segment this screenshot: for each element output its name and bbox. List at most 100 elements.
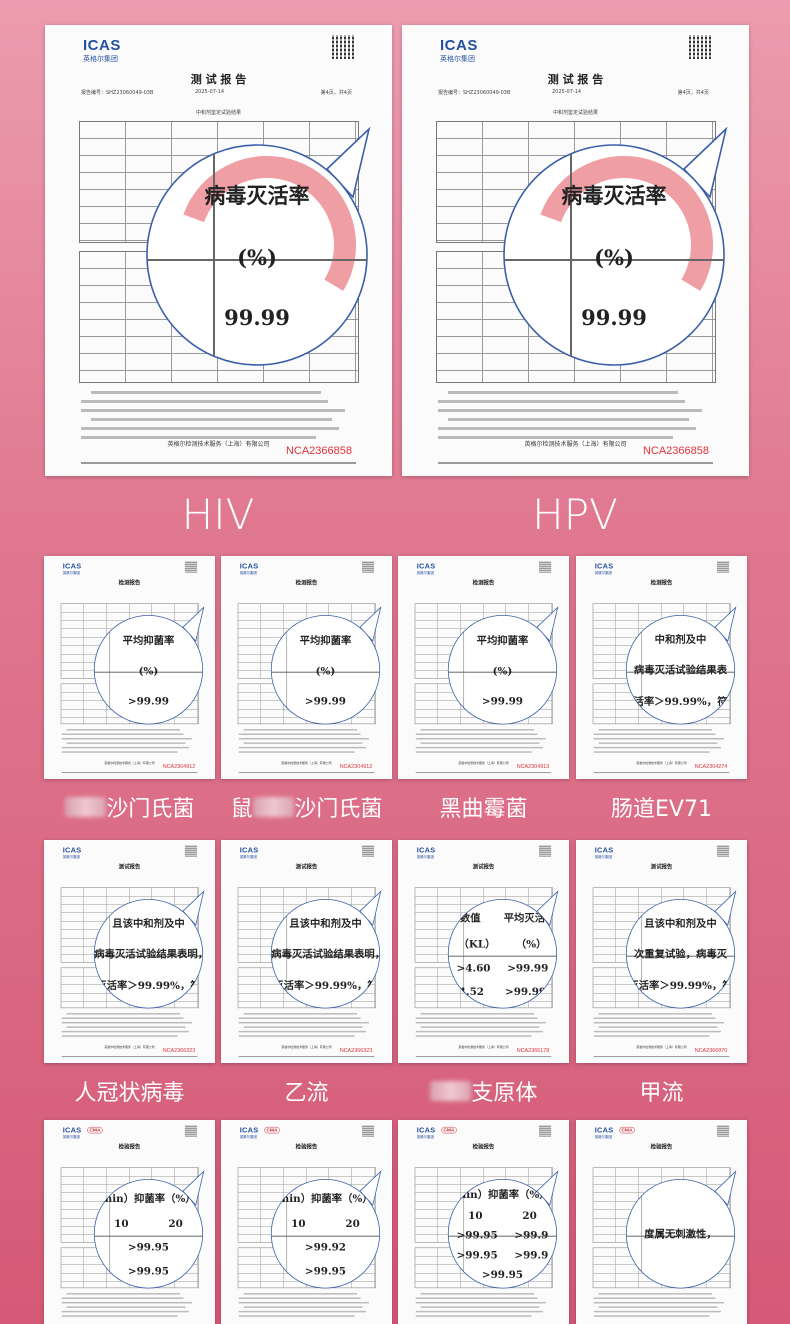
text-line — [238, 1030, 366, 1033]
zoom-row: (%) — [147, 245, 367, 270]
report-card: ICAS 英格尔集团 测试报告 英格尔检测技术服务（上海）有限公司 NCA2366178… — [398, 840, 569, 1063]
report-title: 检验报告 — [650, 1143, 673, 1151]
logo: ICAS — [594, 1125, 614, 1135]
zoom-row: 4.52 >99.99 — [448, 985, 556, 997]
zoom-row: min）抑菌率（%） — [448, 1187, 556, 1202]
magnifier-lens — [270, 898, 381, 1009]
zoom-cell: >99.92 — [304, 1240, 347, 1254]
report-page: ICAS 英格尔集团 检测报告 英格尔检测技术服务（上海）有限公司 NCA2304912… — [221, 556, 392, 779]
qr-code — [717, 844, 730, 857]
magnifier — [270, 890, 382, 1009]
magnifier — [93, 890, 205, 1009]
stamp-number: NCA2366870 — [694, 1047, 728, 1054]
zoom-row: (%) — [448, 665, 556, 677]
text-line — [415, 751, 532, 753]
zoom-grid-line — [94, 671, 203, 673]
logo-subtitle: 英格尔集团 — [594, 854, 612, 859]
magnifier-lens — [625, 1178, 736, 1289]
zoom-cell: >99.99 — [505, 984, 547, 998]
text-line — [238, 737, 369, 740]
report-label: 支原体 — [334, 1075, 634, 1107]
report-date: 2025-07-14 — [552, 89, 582, 95]
text-line — [415, 737, 546, 740]
zoom-row: 活率＞99.99%，符 — [626, 693, 734, 708]
text-line — [598, 742, 718, 744]
zoom-row: 灭活率＞99.99%，符 — [271, 977, 379, 992]
report-label: 肠道EV71 — [512, 791, 790, 823]
logo: ICAS — [594, 561, 614, 571]
text-line — [593, 751, 710, 753]
logo-subtitle: 英格尔集团 — [416, 1134, 434, 1139]
zoom-row: 中和剂及中 — [626, 631, 734, 646]
stamp-number: NCA2304912 — [339, 763, 373, 770]
text-line — [66, 1293, 181, 1295]
text-line — [61, 1035, 178, 1037]
report-title: 测试报告 — [472, 863, 495, 871]
zoom-row: >99.99 — [271, 694, 379, 706]
text-line — [593, 733, 716, 735]
report-page: ICAS 英格尔集团 CMA 检验报告 min）抑菌率（%） 10 20 >99.95 >99.… — [398, 1120, 569, 1324]
report-page-no: 第4页，共4页 — [677, 90, 709, 96]
magnifier-lens — [503, 144, 725, 366]
qr-code — [717, 560, 730, 573]
qr-code — [539, 560, 552, 573]
zoom-cell: >4.60 — [456, 961, 491, 974]
logo: ICAS — [239, 845, 259, 855]
zoom-row: 且该中和剂及中 — [626, 915, 734, 930]
text-line — [81, 400, 328, 403]
magnified-text: 且该中和剂及中 次重复试验，病毒灭 灭活率＞99.99%，符 — [626, 899, 735, 1009]
text-line — [61, 737, 192, 740]
label-text: 沙门氏菌 — [106, 796, 195, 822]
blurred-text — [252, 797, 295, 817]
label-text: 人冠状病毒 — [74, 1080, 185, 1106]
zoom-row: 灭活率＞99.99%，符 — [626, 977, 734, 992]
text-line — [420, 1013, 535, 1015]
magnifier — [270, 1170, 382, 1289]
report-label: 黑曲霉菌 — [334, 791, 634, 823]
text-line — [61, 1315, 178, 1317]
logo: ICAS — [239, 561, 259, 571]
magnifier-lens — [93, 1178, 204, 1289]
report-title: 检验报告 — [472, 1143, 495, 1151]
text-line — [61, 1297, 184, 1299]
report-label: 沙门氏菌 — [0, 791, 280, 823]
zoom-grid-line — [271, 955, 380, 957]
magnified-text: 数值 平均灭活 （KL） （%） >4.60 >99.99 4.52 >99.99 — [448, 899, 557, 1009]
zoom-cell: >99.95 — [456, 1228, 498, 1242]
blurred-text — [429, 1081, 472, 1101]
zoom-grid-line — [641, 1179, 643, 1289]
label-text: 沙门氏菌 — [294, 796, 383, 822]
stamp-number: NCA2366178 — [516, 1047, 550, 1054]
zoom-cell: >99.99 — [127, 694, 170, 707]
zoom-grid-line — [570, 145, 572, 365]
zoom-row: (%) — [504, 245, 724, 270]
logo: ICAS — [416, 561, 436, 571]
blurred-text — [64, 797, 107, 817]
magnifier-lens — [93, 614, 204, 725]
magnifier-lens — [625, 614, 736, 725]
logo: ICAS — [62, 845, 82, 855]
zoom-row: min）抑菌率（%） — [271, 1191, 379, 1206]
magnifier-lens — [270, 1178, 381, 1289]
magnifier-lens — [93, 898, 204, 1009]
magnifier-lens — [447, 1178, 558, 1289]
zoom-cell: 4.52 — [458, 984, 485, 998]
zoom-row: 病毒灭活率 — [147, 180, 367, 210]
zoom-grid-line — [94, 1235, 203, 1237]
magnifier — [146, 126, 371, 366]
zoom-cell: 10 — [291, 1216, 306, 1230]
stamp-number: NCA2304912 — [162, 763, 196, 770]
label-text: 支原体 — [471, 1080, 538, 1106]
report-page: ICAS 英格尔集团 检测报告 英格尔检测技术服务（上海）有限公司 NCA2304912… — [44, 556, 215, 779]
text-line — [238, 1035, 355, 1037]
zoom-grid-line — [448, 955, 557, 957]
cma-logo: CMA — [87, 1126, 103, 1134]
logo: ICAS — [239, 1125, 259, 1135]
zoom-cell: 灭活率＞99.99%，符 — [628, 978, 733, 992]
company: 英格尔检测技术服务（上海）有限公司 — [281, 1045, 332, 1050]
magnifier — [625, 890, 737, 1009]
zoom-cell: 20 — [345, 1216, 360, 1230]
stamp-number: NCA2304274 — [694, 763, 728, 770]
zoom-cell: 99.99 — [581, 305, 647, 330]
